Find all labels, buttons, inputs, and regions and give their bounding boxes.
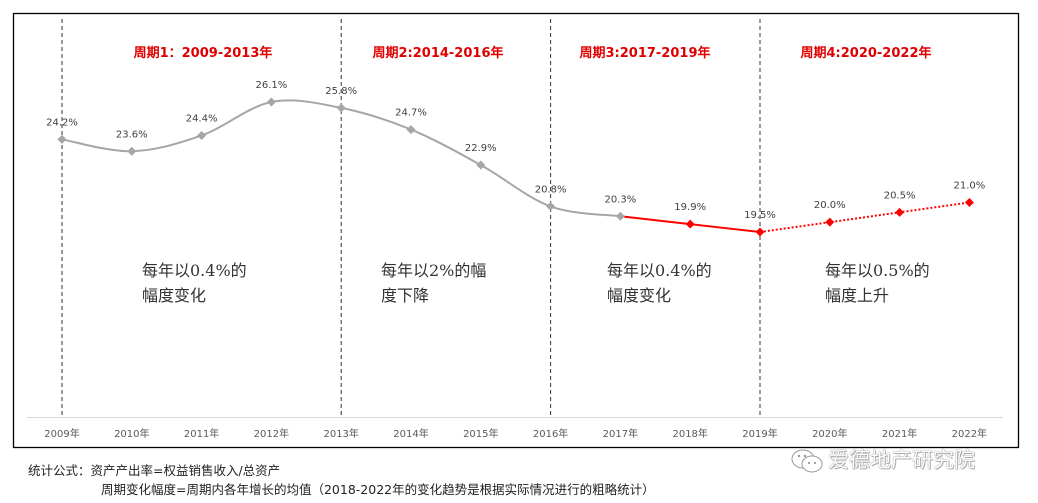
x-tick-label: 2011年 bbox=[184, 427, 219, 440]
period-note: 幅度变化 bbox=[607, 286, 671, 305]
data-label: 24.7% bbox=[395, 108, 427, 119]
data-point bbox=[197, 130, 207, 140]
chart-frame bbox=[12, 12, 1020, 449]
period-note: 每年以2%的幅 bbox=[381, 261, 486, 280]
data-point bbox=[615, 211, 625, 221]
period-title: 周期3:2017-2019年 bbox=[579, 45, 710, 61]
data-point bbox=[476, 160, 486, 170]
data-label: 20.5% bbox=[884, 190, 916, 201]
data-point bbox=[127, 146, 137, 156]
period-note: 度下降 bbox=[381, 286, 429, 305]
formula-line-1: 统计公式：资产产出率=权益销售收入/总资产 bbox=[28, 463, 281, 478]
data-label: 25.8% bbox=[325, 86, 357, 97]
x-tick-label: 2020年 bbox=[812, 427, 847, 440]
x-tick-label: 2022年 bbox=[952, 427, 987, 440]
period-title: 周期4:2020-2022年 bbox=[800, 45, 931, 61]
data-point bbox=[755, 227, 765, 237]
period-note: 每年以0.4%的 bbox=[142, 261, 247, 280]
data-point bbox=[685, 219, 695, 229]
data-point bbox=[825, 217, 835, 227]
watermark-text: 爱德地产研究院 bbox=[828, 448, 975, 472]
x-tick-label: 2018年 bbox=[672, 427, 707, 440]
data-point bbox=[406, 125, 416, 135]
x-tick-label: 2015年 bbox=[463, 427, 498, 440]
data-point bbox=[336, 103, 346, 113]
data-point bbox=[546, 201, 556, 211]
formula-line-2: 周期变化幅度=周期内各年增长的均值（2018-2022年的变化趋势是根据实际情况… bbox=[101, 482, 655, 497]
data-label: 24.2% bbox=[46, 117, 78, 128]
period-note: 幅度上升 bbox=[825, 286, 889, 305]
period-note: 每年以0.5%的 bbox=[825, 261, 930, 280]
data-label: 21.0% bbox=[954, 180, 986, 191]
x-tick-label: 2012年 bbox=[254, 427, 289, 440]
data-label: 22.9% bbox=[465, 143, 497, 154]
x-tick-label: 2013年 bbox=[323, 427, 358, 440]
period-note: 每年以0.4%的 bbox=[607, 261, 712, 280]
period-note: 幅度变化 bbox=[142, 286, 206, 305]
x-tick-label: 2010年 bbox=[114, 427, 149, 440]
x-tick-label: 2009年 bbox=[44, 427, 79, 440]
x-tick-label: 2014年 bbox=[393, 427, 428, 440]
data-point bbox=[57, 134, 67, 144]
wechat-icon bbox=[791, 449, 823, 473]
period-title: 周期2:2014-2016年 bbox=[372, 45, 503, 61]
data-label: 20.0% bbox=[814, 200, 846, 211]
series-line-forecast bbox=[759, 201, 970, 234]
data-label: 19.5% bbox=[744, 210, 776, 221]
data-label: 20.8% bbox=[535, 184, 567, 195]
watermark: 爱德地产研究院 bbox=[790, 444, 975, 474]
x-tick-label: 2017年 bbox=[603, 427, 638, 440]
data-point bbox=[266, 97, 276, 107]
data-label: 24.4% bbox=[186, 113, 218, 124]
x-tick-label: 2019年 bbox=[742, 427, 777, 440]
x-tick-label: 2021年 bbox=[882, 427, 917, 440]
data-point bbox=[964, 197, 974, 207]
data-label: 20.3% bbox=[605, 194, 637, 205]
data-label: 26.1% bbox=[256, 80, 288, 91]
data-point bbox=[895, 207, 905, 217]
data-label: 23.6% bbox=[116, 129, 148, 140]
data-label: 19.9% bbox=[674, 202, 706, 213]
x-tick-label: 2016年 bbox=[533, 427, 568, 440]
period-title: 周期1：2009-2013年 bbox=[134, 45, 273, 61]
